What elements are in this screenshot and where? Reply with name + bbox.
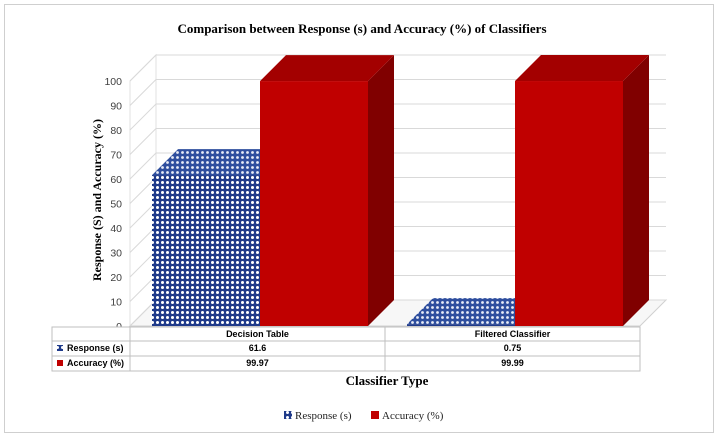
y-tick-label: 50 [110,199,122,211]
data-label: 99.99 [501,358,524,368]
y-axis-label: Response (S) and Accuracy (%) [90,119,104,281]
data-label: 99.97 [246,358,269,368]
bar-side [368,55,394,327]
y-tick-label: 60 [110,174,122,186]
legend-label: Response (s) [295,410,352,422]
y-tick-label: 90 [110,101,122,113]
data-table: Decision Table Filtered Classifier Respons… [51,326,641,372]
category-label: Filtered Classifier [475,329,551,339]
y-tick-label: 30 [110,248,122,260]
bar-top [260,55,394,82]
y-tick-label: 40 [110,223,122,235]
y-axis-ticks: 0102030405060708090100 [104,76,122,333]
y-tick-label: 10 [110,297,122,309]
gridline [129,54,666,82]
y-tick-label: 70 [110,150,122,162]
y-tick-label: 20 [110,272,122,284]
bar [407,324,515,326]
gridline [129,79,666,106]
bar-group [515,55,649,326]
data-label: 61.6 [249,343,267,353]
bar [260,81,368,326]
table-series-name: Response (s) [67,343,124,353]
bars [152,55,649,327]
table-series-name: Accuracy (%) [67,358,124,368]
legend: Response (s) Accuracy (%) [284,410,444,422]
gridline [129,152,666,180]
gridline [129,128,666,155]
bar-side [623,55,649,326]
data-label: 0.75 [504,343,522,353]
chart-title: Comparison between Response (s) and Accu… [177,21,546,36]
table-legend-key-response [57,345,63,351]
legend-swatch [284,411,292,419]
bar-top [407,298,541,325]
bar-top [515,55,649,82]
table-border [51,326,641,372]
legend-swatch [371,411,379,419]
x-axis-label: Classifier Type [346,373,429,388]
table-legend-key-accuracy [57,360,63,366]
y-tick-label: 100 [104,76,122,88]
legend-label: Accuracy (%) [382,410,444,422]
bar-group [260,55,394,327]
bar [515,81,623,326]
gridline [129,103,666,131]
bar-top [152,149,286,176]
bar [152,175,260,326]
y-tick-label: 80 [110,125,122,137]
category-label: Decision Table [226,329,289,339]
